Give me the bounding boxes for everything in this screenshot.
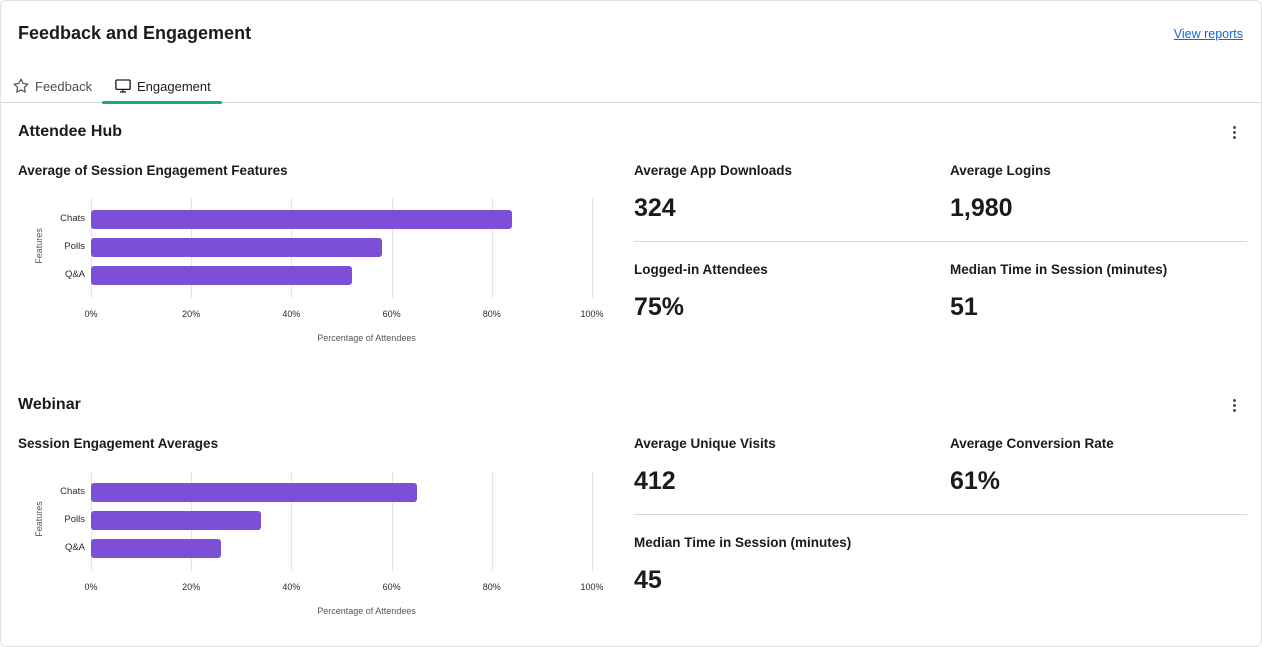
view-reports-link[interactable]: View reports [1173,27,1243,41]
metric-label-median-time: Median Time in Session (minutes) [950,262,1168,277]
y-axis-title: Features [33,501,44,537]
chart-gridline [291,471,293,571]
chart-gridline [592,198,593,298]
chart-bar [91,238,382,257]
chart-gridline [391,471,393,571]
monitor-icon [114,77,132,95]
chart-bar [91,539,222,558]
star-icon [12,77,30,95]
x-tick-label: 40% [282,582,301,592]
x-tick-label: 60% [382,582,401,592]
x-tick-label: 100% [580,582,604,592]
webinar-chart: 0% 20% 40% 60% 80% 100% Chats Polls Q&A Percentag… [1,464,621,624]
tab-engagement[interactable]: Engagement [102,69,222,104]
x-tick-label: 100% [580,309,604,319]
x-tick-label: 20% [182,582,201,592]
metric-label-logins: Average Logins [950,163,1051,178]
y-category-label: Chats [60,213,85,224]
metric-value-unique-visits: 412 [634,467,676,495]
tab-engagement-label: Engagement [137,78,211,94]
metric-value-median-time: 45 [634,566,662,594]
x-tick-label: 80% [482,582,501,592]
metric-value-median-time: 51 [950,293,978,321]
attendee-hub-chart: 0% 20% 40% 60% 80% 100% Chats Polls Q&A Percentag… [1,191,621,351]
x-tick-label: 0% [84,582,98,592]
webinar-more-icon[interactable] [1227,396,1241,414]
chart-bar [91,511,262,530]
x-tick-label: 20% [182,309,201,319]
tab-feedback[interactable]: Feedback [12,69,92,103]
metric-label-app-downloads: Average App Downloads [634,163,793,178]
y-category-label: Chats [60,486,85,497]
x-axis-title: Percentage of Attendees [317,606,416,616]
y-category-label: Polls [64,241,85,252]
attendee-hub-more-icon[interactable] [1227,123,1241,141]
chart-gridline [491,198,493,298]
metric-value-app-downloads: 324 [634,194,676,222]
chart-gridline [491,471,493,571]
metric-label-unique-visits: Average Unique Visits [634,436,776,451]
metric-label-logged-in: Logged-in Attendees [634,262,768,277]
chart-bar [91,266,352,285]
chart-gridline [391,198,393,298]
active-tab-indicator [102,101,222,104]
metrics-divider [634,241,1247,242]
x-axis-title: Percentage of Attendees [317,333,416,343]
chart-bar [91,210,512,229]
attendee-hub-chart-title: Average of Session Engagement Features [18,163,288,178]
metric-value-conversion-rate: 61% [950,467,1001,495]
metric-label-median-time: Median Time in Session (minutes) [634,535,852,550]
x-tick-label: 60% [382,309,401,319]
x-tick-label: 80% [482,309,501,319]
y-category-label: Polls [64,514,85,525]
webinar-title: Webinar [18,396,81,413]
metrics-divider [634,514,1247,515]
metric-value-logins: 1,980 [950,194,1013,222]
x-tick-label: 40% [282,309,301,319]
chart-bar [91,483,417,502]
tab-bar: Feedback Engagement [1,69,1262,104]
y-category-label: Q&A [64,269,85,280]
tab-feedback-label: Feedback [35,78,93,94]
x-tick-label: 0% [84,309,98,319]
y-axis-title: Features [33,228,44,264]
attendee-hub-title: Attendee Hub [18,123,122,140]
metric-value-logged-in: 75% [634,293,685,321]
page-title: Feedback and Engagement [18,23,252,43]
webinar-chart-title: Session Engagement Averages [18,436,219,451]
metric-label-conversion-rate: Average Conversion Rate [950,436,1114,451]
y-category-label: Q&A [64,542,85,553]
chart-gridline [592,471,593,571]
